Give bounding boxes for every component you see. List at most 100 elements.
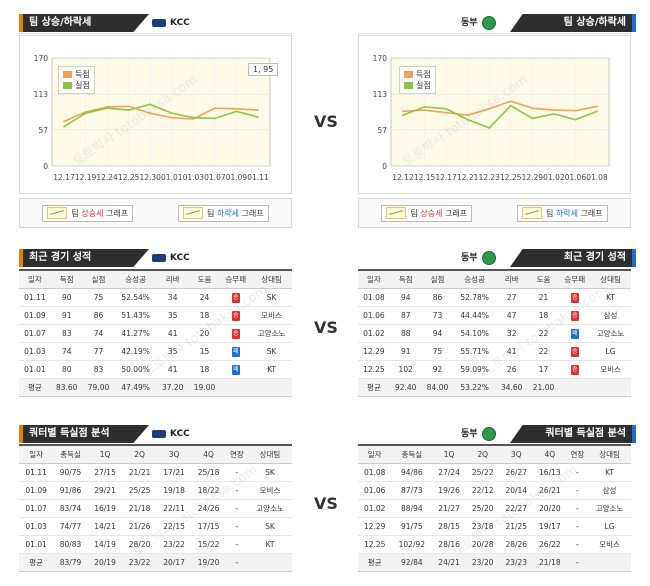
allowed-cell: 77 — [82, 342, 115, 361]
allowed-point[interactable] — [596, 110, 598, 113]
win-rate-cell: 41.27% — [114, 324, 157, 343]
down-graph-icon — [182, 207, 203, 219]
q1-cell: 16/19 — [87, 499, 123, 518]
win-badge: 승 — [231, 293, 240, 303]
total-cell: 88/94 — [391, 499, 433, 518]
table-row[interactable]: 01.02 88 94 54.10% 32 22 패 고양소노 — [358, 324, 631, 343]
table-row[interactable]: 01.11 90/75 27/15 21/21 17/21 25/18- SK — [19, 463, 292, 482]
points-cell: 94 — [389, 288, 422, 307]
total-cell: 90/75 — [53, 463, 88, 482]
q4-cell: 24/26 — [191, 499, 226, 518]
score-point[interactable] — [488, 107, 491, 110]
column-header: 득점 — [50, 270, 83, 289]
table-row[interactable]: 01.09 91/86 29/21 25/25 19/18 18/22- 모비스 — [19, 481, 292, 500]
total-cell: 94/86 — [391, 463, 433, 482]
allowed-point[interactable] — [488, 126, 491, 129]
table-row[interactable]: 12.29 91 75 55.71% 41 22 승 LG — [358, 342, 631, 361]
allowed-point[interactable] — [235, 110, 238, 113]
allowed-point[interactable] — [84, 112, 87, 115]
allowed-point[interactable] — [170, 112, 173, 115]
allowed-point[interactable] — [552, 113, 555, 115]
table-row[interactable]: 12.25 102/92 28/16 20/28 28/26 26/22- 모비스 — [358, 535, 631, 554]
win-badge: 승 — [570, 365, 579, 375]
table-row[interactable]: 01.09 91 86 51.43% 35 18 승 모비스 — [19, 306, 292, 325]
score-point[interactable] — [149, 112, 152, 115]
score-point[interactable] — [257, 109, 259, 111]
score-point[interactable] — [552, 109, 555, 111]
allowed-point[interactable] — [63, 125, 65, 128]
column-header: 상대팀 — [251, 270, 292, 289]
q4-cell: 19/17 — [533, 517, 567, 536]
score-point[interactable] — [235, 107, 238, 110]
table-row[interactable]: 01.01 80/83 14/19 28/20 23/22 15/22- KT — [19, 535, 292, 554]
allowed-point[interactable] — [445, 107, 448, 110]
allowed-point[interactable] — [257, 116, 259, 118]
table-row[interactable]: 01.07 83 74 41.27% 41 20 승 고양소노 — [19, 324, 292, 343]
allowed-point[interactable] — [127, 109, 130, 111]
table-row[interactable]: 01.02 88/94 21/27 25/20 22/27 20/20- 고양소노 — [358, 499, 631, 518]
allowed-point[interactable] — [574, 118, 577, 121]
score-point[interactable] — [63, 120, 65, 123]
table-row[interactable]: 01.06 87/73 19/26 22/12 20/14 26/21- 삼성 — [358, 481, 631, 500]
date-cell: 12.25 — [358, 535, 392, 554]
average-label: 평균 — [19, 378, 51, 397]
score-point[interactable] — [170, 116, 173, 119]
table-row[interactable]: 01.07 83/74 16/19 21/18 22/11 24/26- 고양소노 — [19, 499, 292, 518]
score-point[interactable] — [509, 100, 512, 103]
table-row[interactable]: 01.11 90 75 52.54% 34 24 승 SK — [19, 288, 292, 307]
x-tick-label: 12.24 — [96, 173, 118, 182]
table-row[interactable]: 01.01 80 83 50.00% 41 18 패 KT — [19, 360, 292, 379]
overtime-cell: - — [225, 499, 248, 518]
average-cell: 92/84 — [391, 553, 433, 572]
allowed-point[interactable] — [106, 107, 109, 110]
table-row[interactable]: 01.08 94/86 27/24 25/22 26/27 16/13- KT — [358, 463, 631, 482]
score-point[interactable] — [402, 110, 404, 113]
score-point[interactable] — [213, 107, 216, 110]
q1-cell: 21/27 — [432, 499, 466, 518]
opponent-cell: 삼성 — [590, 306, 631, 325]
column-header: 승성공 — [453, 270, 496, 289]
rebound-cell: 41 — [156, 360, 189, 379]
score-point[interactable] — [423, 109, 426, 111]
left-team-label: KCC — [152, 14, 190, 32]
points-cell: 90 — [50, 288, 83, 307]
table-row[interactable]: 01.03 74/77 14/21 21/26 22/15 17/15- SK — [19, 517, 292, 536]
score-point[interactable] — [596, 105, 598, 108]
score-point[interactable] — [192, 118, 195, 120]
score-point[interactable] — [127, 105, 130, 108]
allowed-point[interactable] — [192, 116, 195, 119]
win-rate-cell: 52.54% — [114, 288, 157, 307]
score-point[interactable] — [106, 106, 109, 108]
allowed-point[interactable] — [213, 117, 216, 120]
score-point[interactable] — [531, 107, 534, 110]
team-up-graph-button[interactable]: 팀 상승세 그래프 — [381, 204, 473, 222]
average-row: 평균 83.60 79.00 47.49% 37.20 19.00 — [19, 378, 292, 397]
team-down-graph-button[interactable]: 팀 하락세 그래프 — [516, 204, 608, 222]
table-row[interactable]: 01.06 87 73 44.44% 47 18 승 삼성 — [358, 306, 631, 325]
table-row[interactable]: 01.03 74 77 42.19% 35 15 패 SK — [19, 342, 292, 361]
allowed-point[interactable] — [509, 104, 512, 107]
score-point[interactable] — [574, 109, 577, 112]
table-row[interactable]: 12.29 91/75 28/15 23/18 21/25 19/17- LG — [358, 517, 631, 536]
allowed-cell: 73 — [421, 306, 454, 325]
score-point[interactable] — [445, 111, 448, 114]
team-up-graph-button[interactable]: 팀 상승세 그래프 — [42, 204, 134, 222]
allowed-point[interactable] — [149, 103, 152, 106]
q2-cell: 25/25 — [122, 481, 157, 500]
right-trend-chart-box: 170 113 57 0 12.12 12.15 12.17 12.21 12.23 12.25 1… — [358, 35, 631, 194]
allowed-point[interactable] — [402, 114, 404, 117]
table-header-row: 일자 총득실 1Q 2Q 3Q 4Q 연장 상대팀 — [19, 445, 292, 464]
loss-badge: 패 — [231, 347, 240, 357]
date-cell: 01.02 — [358, 324, 390, 343]
date-cell: 01.02 — [358, 499, 392, 518]
table-row[interactable]: 12.25 102 92 59.09% 26 17 승 모비스 — [358, 360, 631, 379]
table-row[interactable]: 01.08 94 86 52.78% 27 21 승 KT — [358, 288, 631, 307]
score-point[interactable] — [466, 114, 469, 117]
team-down-graph-button[interactable]: 팀 하락세 그래프 — [177, 204, 269, 222]
average-cell: 23/22 — [122, 553, 157, 572]
points-cell: 83 — [50, 324, 83, 343]
result-cell: 승 — [559, 342, 591, 361]
allowed-point[interactable] — [531, 117, 534, 120]
allowed-point[interactable] — [423, 106, 426, 108]
allowed-point[interactable] — [466, 118, 469, 121]
